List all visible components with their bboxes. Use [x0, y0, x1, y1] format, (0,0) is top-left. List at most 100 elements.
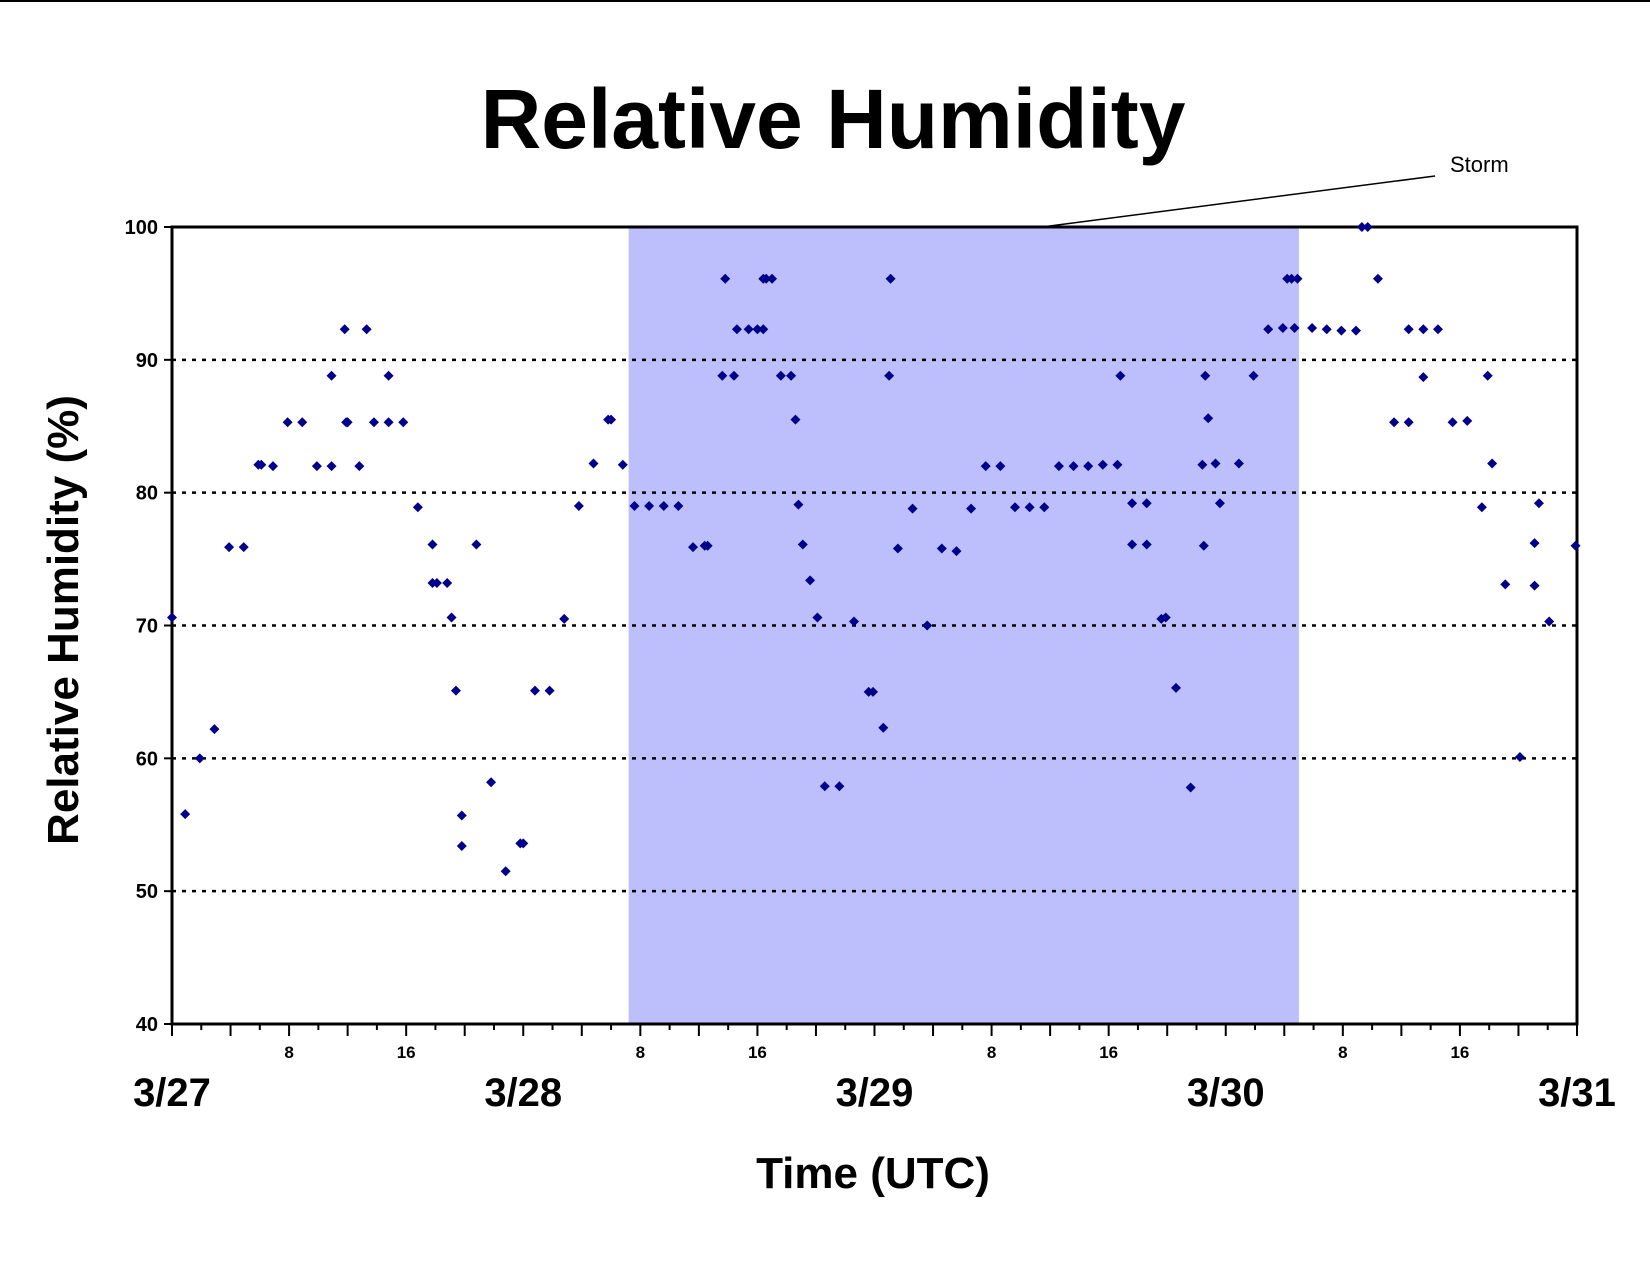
- data-point: [849, 616, 860, 627]
- data-point: [1570, 540, 1581, 551]
- x-hour-label: 8: [987, 1043, 996, 1062]
- data-point: [786, 370, 797, 381]
- data-point: [702, 540, 713, 551]
- data-point: [354, 461, 365, 472]
- data-point: [922, 620, 933, 631]
- data-point: [1462, 415, 1473, 426]
- data-point: [1307, 322, 1318, 333]
- data-point: [1263, 324, 1274, 335]
- data-point: [1068, 461, 1079, 472]
- data-point: [297, 417, 308, 428]
- data-point: [1083, 461, 1094, 472]
- data-point: [793, 499, 804, 510]
- data-point: [1141, 539, 1152, 550]
- data-point: [471, 539, 482, 550]
- data-point: [878, 722, 889, 733]
- x-date-label-3-30: 3/30: [1187, 1071, 1265, 1115]
- data-point: [1529, 580, 1540, 591]
- data-point: [1321, 324, 1332, 335]
- data-point: [1487, 458, 1498, 469]
- data-point: [775, 370, 786, 381]
- data-point: [267, 461, 278, 472]
- x-hour-label: 16: [1099, 1043, 1118, 1062]
- y-tick-label-50: 50: [136, 881, 158, 903]
- data-point: [907, 503, 918, 514]
- data-point: [1514, 752, 1525, 763]
- data-point: [383, 417, 394, 428]
- y-tick-label-40: 40: [136, 1014, 158, 1036]
- data-point: [1389, 417, 1400, 428]
- data-point: [559, 613, 570, 624]
- data-point: [1292, 273, 1303, 284]
- data-point: [573, 500, 584, 511]
- data-point: [629, 500, 640, 511]
- data-point: [1200, 370, 1211, 381]
- data-point: [1141, 498, 1152, 509]
- data-point: [885, 273, 896, 284]
- x-hour-label: 16: [397, 1043, 416, 1062]
- data-point: [1233, 458, 1244, 469]
- data-point: [1214, 498, 1225, 509]
- storm-annotation-line: [1041, 175, 1436, 228]
- y-tick-label-60: 60: [136, 748, 158, 770]
- x-hour-label: 8: [1338, 1043, 1347, 1062]
- data-point: [1418, 372, 1429, 383]
- data-point: [194, 753, 205, 764]
- x-hour-label: 16: [1450, 1043, 1469, 1062]
- data-point: [644, 500, 655, 511]
- data-point: [790, 414, 801, 425]
- data-point: [518, 838, 529, 849]
- data-point: [456, 841, 467, 852]
- data-point: [1403, 417, 1414, 428]
- data-point: [761, 273, 772, 284]
- x-date-label-3-29: 3/29: [836, 1071, 914, 1115]
- y-axis-title: Relative Humidity (%): [39, 395, 88, 845]
- data-point: [812, 612, 823, 623]
- data-point: [1447, 417, 1458, 428]
- data-point: [834, 781, 845, 792]
- data-point: [256, 459, 267, 470]
- y-tick-label-80: 80: [136, 483, 158, 505]
- data-point: [1112, 459, 1123, 470]
- data-point: [311, 461, 322, 472]
- data-point: [368, 417, 379, 428]
- data-point: [731, 324, 742, 335]
- data-point: [1203, 413, 1214, 424]
- data-point: [544, 685, 555, 696]
- data-point: [936, 543, 947, 554]
- data-point: [995, 461, 1006, 472]
- data-point: [456, 810, 467, 821]
- data-point: [1286, 273, 1297, 284]
- x-axis-title: Time (UTC): [756, 1149, 990, 1198]
- data-point: [1127, 539, 1138, 550]
- data-point: [1403, 324, 1414, 335]
- data-point: [1185, 782, 1196, 793]
- data-point: [446, 612, 457, 623]
- data-point: [805, 575, 816, 586]
- x-hour-label: 16: [748, 1043, 767, 1062]
- data-point: [1476, 502, 1487, 513]
- data-point: [1097, 459, 1108, 470]
- data-point: [1362, 222, 1373, 232]
- data-point: [1248, 370, 1259, 381]
- data-point: [224, 542, 235, 553]
- data-point: [1351, 325, 1362, 336]
- data-point: [892, 543, 903, 554]
- data-point: [868, 686, 879, 697]
- data-point: [180, 809, 191, 820]
- data-point: [398, 417, 409, 428]
- data-point: [1039, 502, 1050, 513]
- x-date-label-3-28: 3/28: [484, 1071, 562, 1115]
- y-tick-label-90: 90: [136, 350, 158, 372]
- data-point: [884, 370, 895, 381]
- data-point: [1529, 538, 1540, 549]
- data-point: [617, 459, 628, 470]
- data-point: [1127, 498, 1138, 509]
- data-point: [442, 577, 453, 588]
- data-point: [383, 370, 394, 381]
- data-point: [339, 324, 350, 335]
- data-point: [412, 502, 423, 513]
- data-point: [951, 546, 962, 557]
- data-point: [431, 577, 442, 588]
- data-point: [500, 866, 511, 877]
